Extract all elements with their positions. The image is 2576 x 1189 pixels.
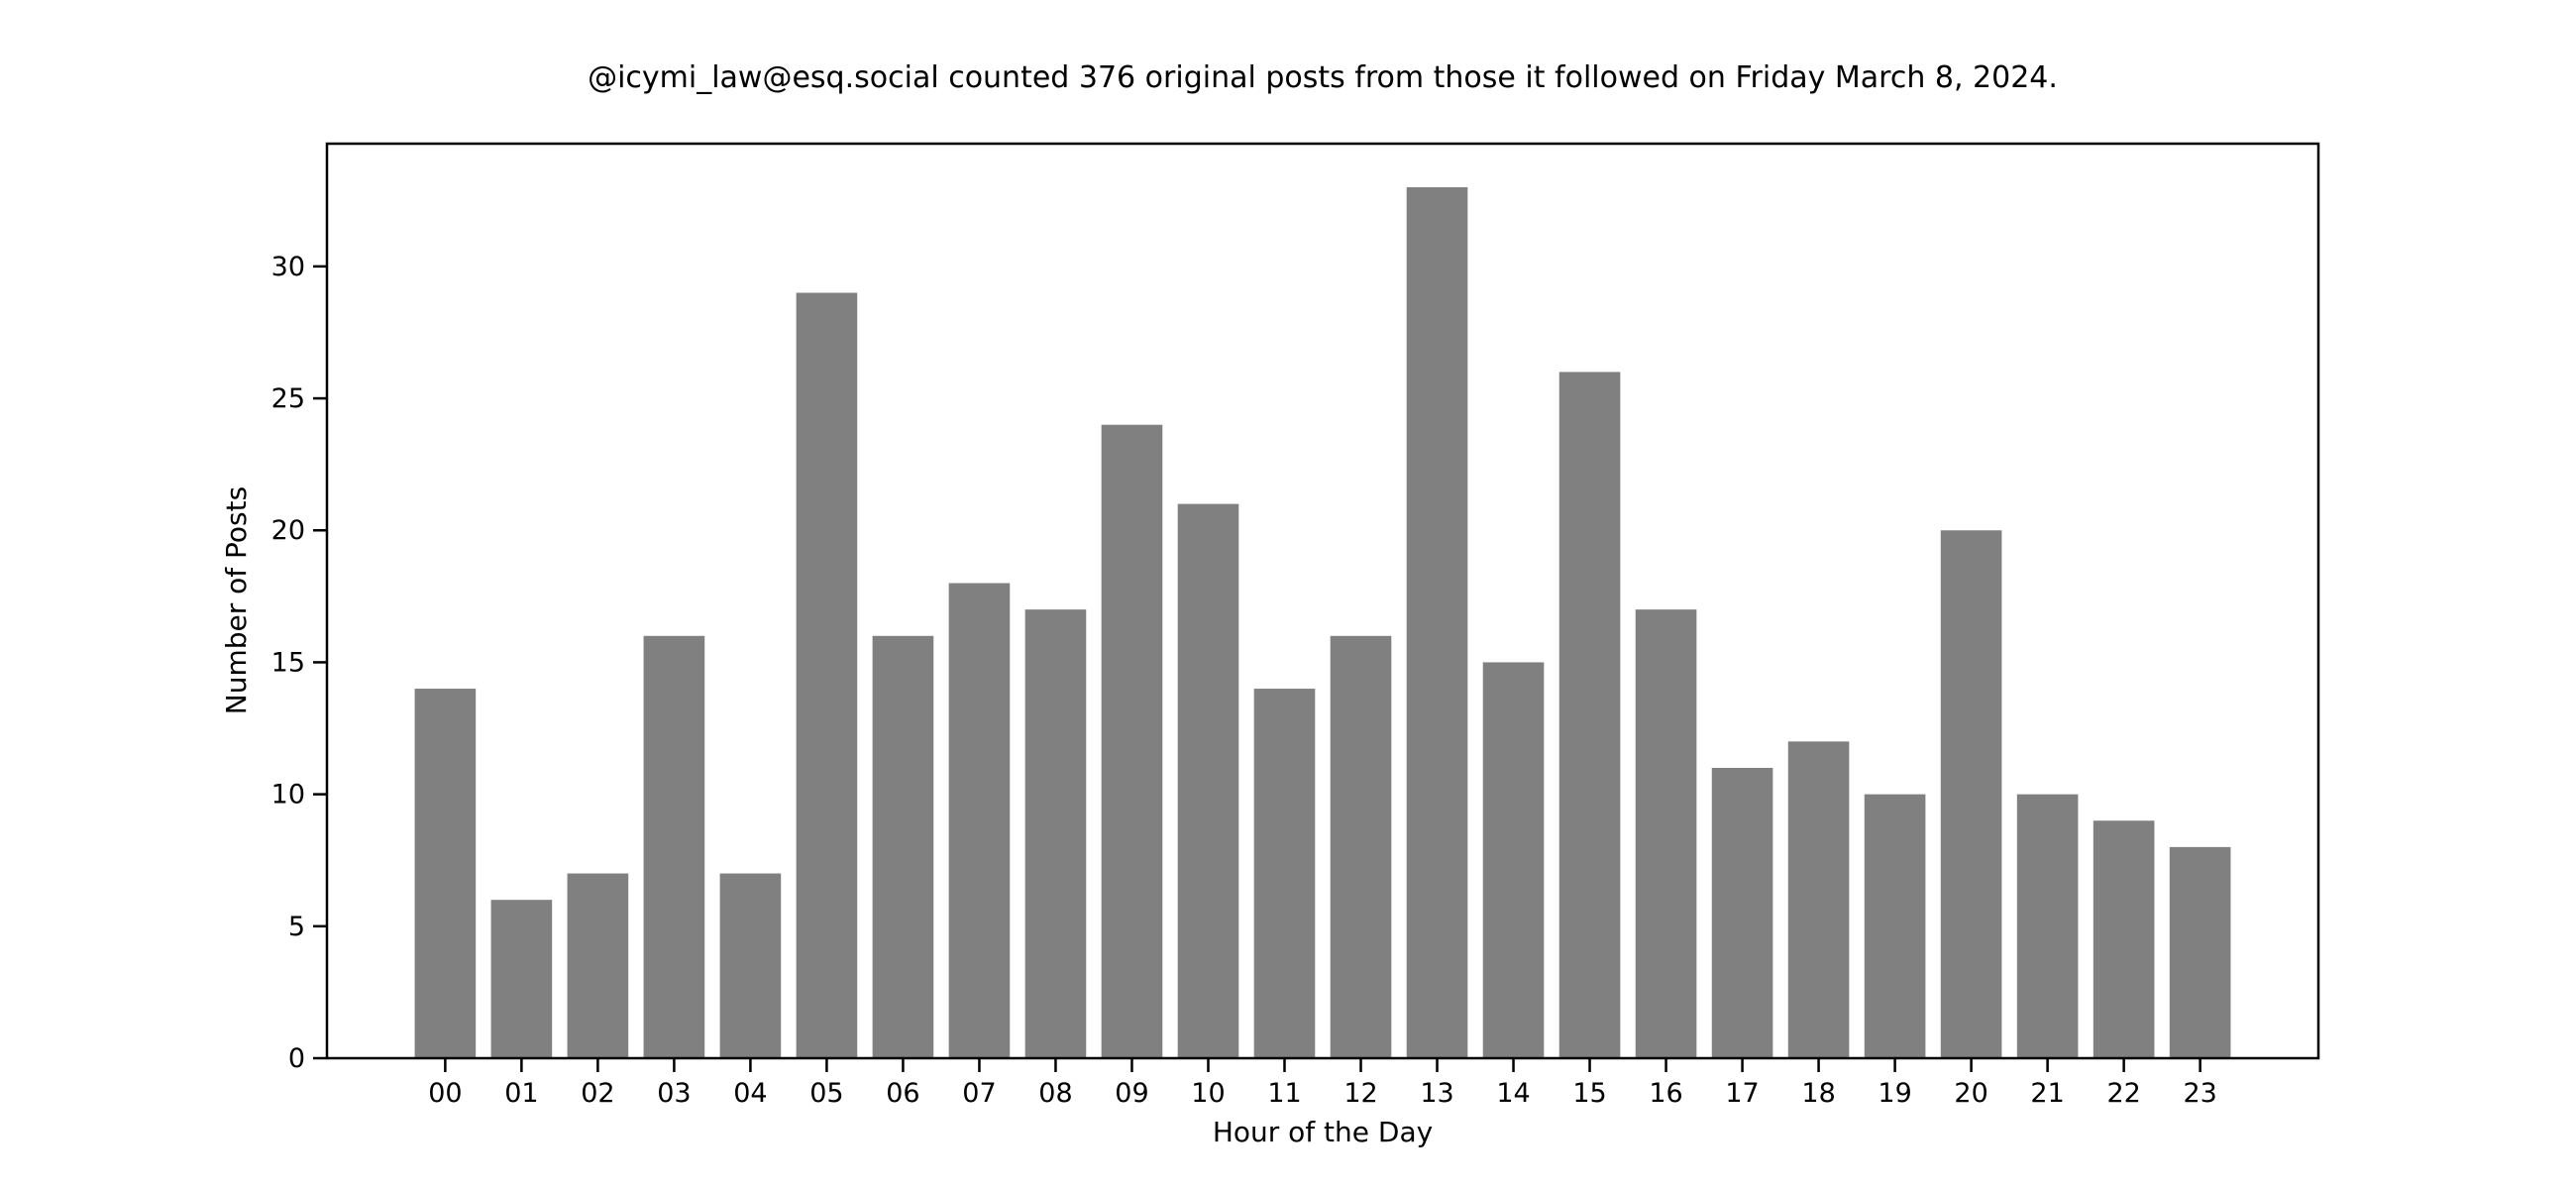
x-tick-label: 05 (809, 1078, 843, 1109)
y-axis-label: Number of Posts (220, 486, 253, 714)
x-tick-label: 02 (581, 1078, 614, 1109)
bar-hour-09 (1101, 424, 1163, 1058)
bar-hour-14 (1482, 662, 1545, 1058)
bar-hour-08 (1024, 609, 1087, 1058)
x-tick-label: 09 (1115, 1078, 1148, 1109)
y-tick-label: 25 (271, 383, 305, 414)
x-tick-label: 16 (1649, 1078, 1682, 1109)
y-axis-ticks: 0 5 10 15 20 25 30 (271, 252, 327, 1074)
x-tick-label: 15 (1572, 1078, 1606, 1109)
bar-hour-13 (1406, 186, 1468, 1058)
bar-hour-03 (643, 635, 705, 1058)
bars-group (414, 186, 2231, 1059)
x-tick-label: 10 (1191, 1078, 1225, 1109)
bar-hour-10 (1177, 503, 1239, 1058)
bar-hour-07 (948, 583, 1011, 1058)
x-tick-label: 14 (1496, 1078, 1530, 1109)
x-tick-label: 21 (2030, 1078, 2064, 1109)
x-axis-label: Hour of the Day (1213, 1116, 1433, 1148)
bar-hour-22 (2093, 820, 2155, 1058)
x-tick-label: 06 (886, 1078, 919, 1109)
bar-hour-06 (872, 635, 934, 1058)
bar-hour-02 (567, 873, 629, 1058)
y-tick-label: 30 (271, 252, 305, 282)
x-tick-label: 13 (1420, 1078, 1453, 1109)
x-tick-label: 07 (962, 1078, 996, 1109)
plot-border (325, 142, 2320, 1060)
x-tick-label: 12 (1343, 1078, 1377, 1109)
bar-hour-00 (414, 689, 477, 1058)
x-tick-label: 19 (1878, 1078, 1911, 1109)
bar-hour-17 (1711, 767, 1773, 1058)
bar-hour-16 (1635, 609, 1697, 1058)
bar-hour-04 (719, 873, 782, 1058)
x-tick-label: 04 (733, 1078, 767, 1109)
x-tick-label: 00 (428, 1078, 462, 1109)
x-tick-label: 23 (2183, 1078, 2216, 1109)
y-tick-label: 5 (288, 912, 305, 942)
x-tick-label: 17 (1725, 1078, 1759, 1109)
bar-hour-15 (1558, 372, 1621, 1059)
bar-hour-21 (2016, 794, 2079, 1058)
x-tick-label: 18 (1801, 1078, 1835, 1109)
x-tick-label: 22 (2106, 1078, 2140, 1109)
bar-hour-05 (796, 292, 858, 1058)
x-tick-label: 20 (1954, 1078, 1987, 1109)
x-axis-ticks: 00 01 02 03 04 05 06 07 08 09 10 11 12 13 14 15 16 17 18 19… (428, 1058, 2217, 1109)
x-tick-label: 11 (1267, 1078, 1301, 1109)
x-tick-label: 08 (1038, 1078, 1072, 1109)
chart-title: @icymi_law@esq.social counted 376 origin… (588, 60, 2058, 95)
x-tick-label: 01 (504, 1078, 538, 1109)
bar-hour-11 (1253, 689, 1316, 1058)
y-tick-label: 10 (271, 780, 305, 811)
bar-hour-18 (1787, 741, 1850, 1058)
y-tick-label: 0 (288, 1043, 305, 1074)
x-tick-label: 03 (657, 1078, 691, 1109)
bar-hour-01 (490, 900, 553, 1058)
bar-hour-23 (2169, 846, 2231, 1058)
y-tick-label: 20 (271, 515, 305, 546)
bar-hour-19 (1864, 794, 1926, 1058)
y-tick-label: 15 (271, 647, 305, 678)
bar-hour-12 (1330, 635, 1392, 1058)
bar-hour-20 (1940, 530, 2002, 1058)
